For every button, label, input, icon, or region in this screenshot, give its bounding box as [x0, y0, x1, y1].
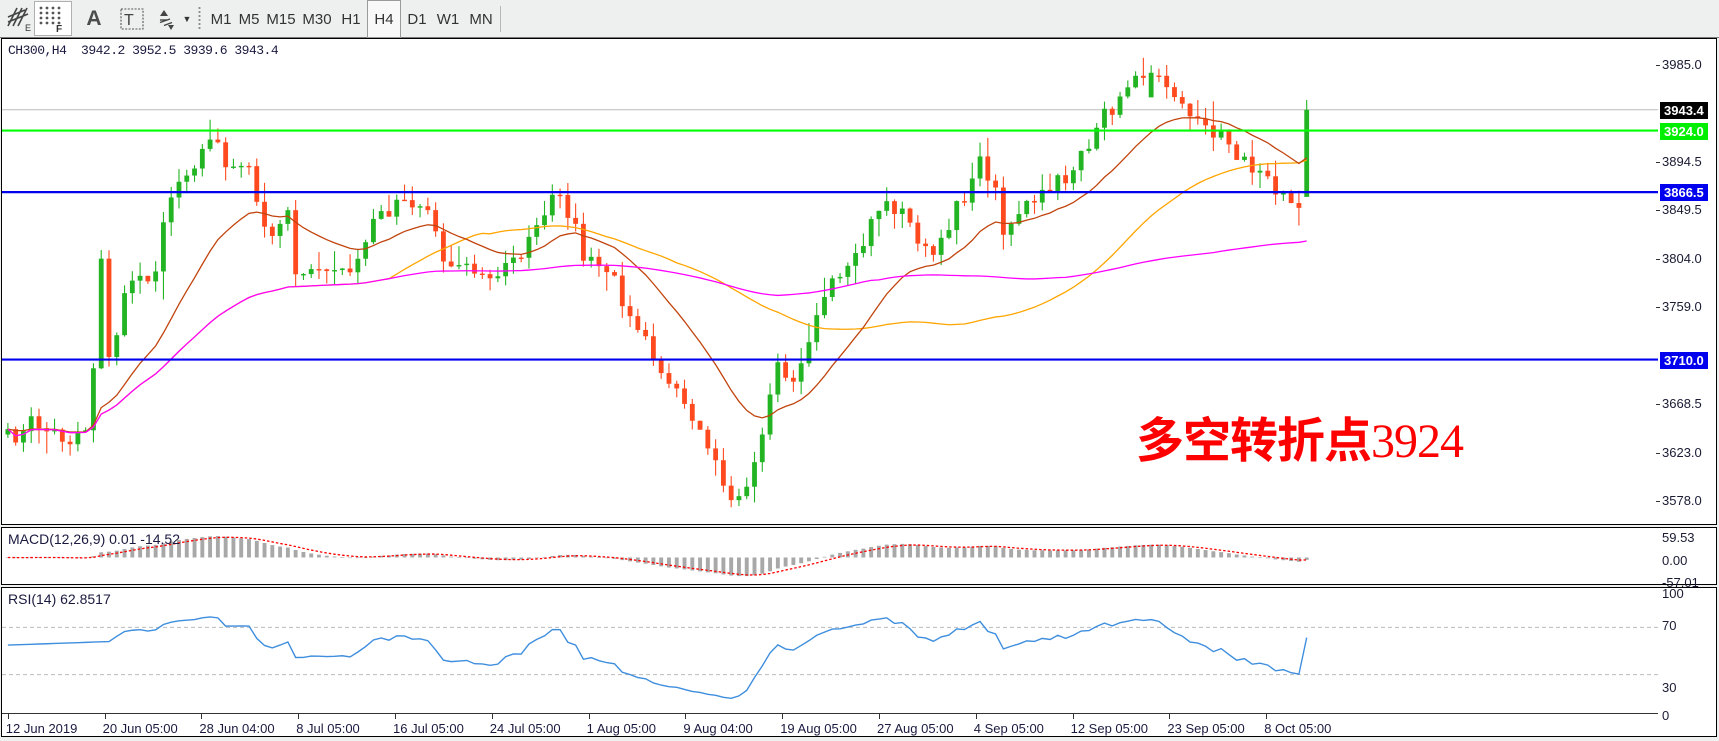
svg-text:T: T — [124, 12, 134, 29]
svg-text:F: F — [56, 24, 62, 33]
svg-text:E: E — [25, 23, 31, 32]
